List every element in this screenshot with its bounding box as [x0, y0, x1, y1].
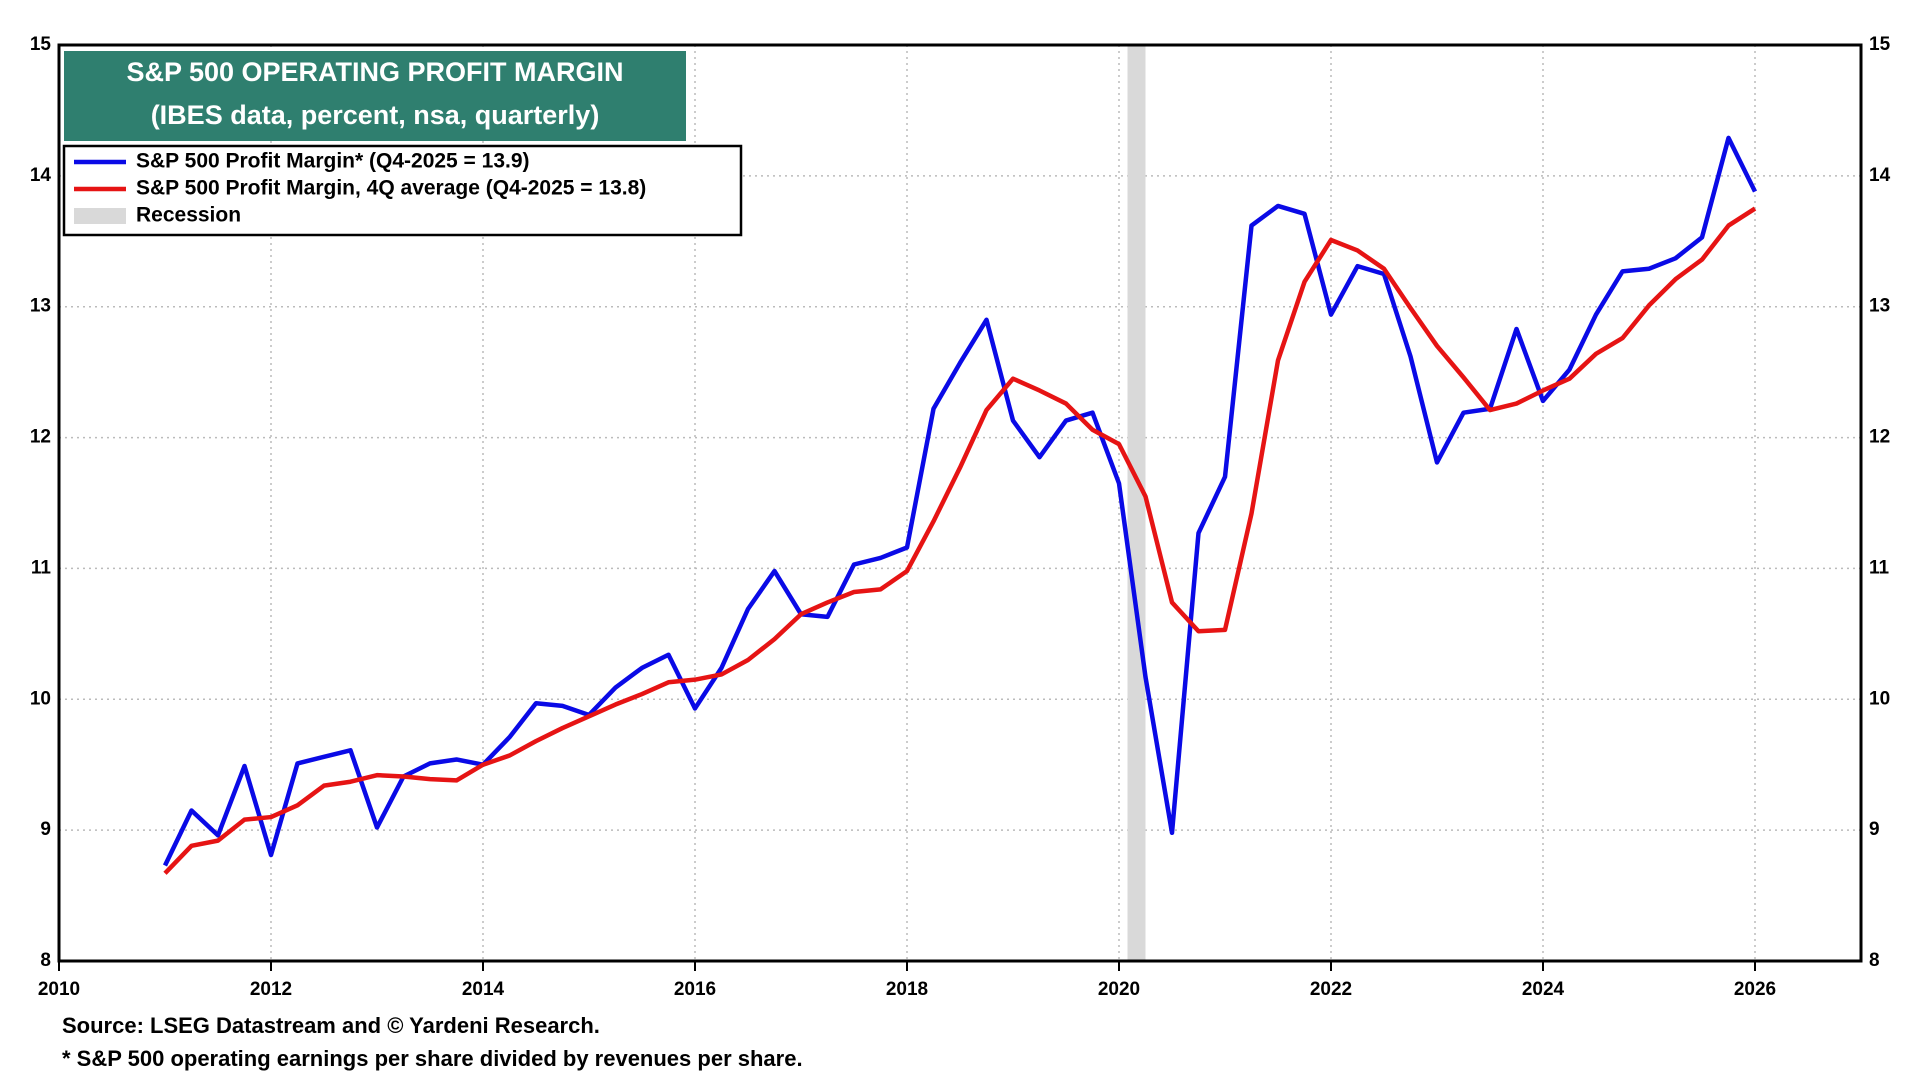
chart-title: S&P 500 OPERATING PROFIT MARGIN	[126, 57, 623, 87]
plot-frame	[57, 43, 1863, 963]
y2-tick-label: 13	[1869, 296, 1890, 317]
y2-tick-label: 8	[1869, 950, 1880, 971]
title-box	[64, 51, 686, 141]
chart-subtitle: (IBES data, percent, nsa, quarterly)	[151, 100, 600, 130]
legend-swatch	[74, 208, 126, 224]
x-tick-label: 2018	[886, 979, 928, 1000]
y-tick-label: 12	[30, 427, 51, 448]
series-line	[163, 206, 1757, 875]
y-tick-label: 13	[30, 296, 51, 317]
y-tick-label: 9	[40, 819, 51, 840]
x-tick-label: 2020	[1098, 979, 1140, 1000]
y2-tick-label: 15	[1869, 34, 1891, 55]
x-tick-label: 2010	[38, 979, 80, 1000]
y2-tick-label: 14	[1869, 165, 1891, 186]
x-tick-label: 2016	[674, 979, 716, 1000]
legend-label: Recession	[136, 204, 241, 227]
grid	[58, 44, 1861, 962]
recession-band	[1127, 45, 1146, 961]
source: Source: LSEG Datastream and © Yardeni Re…	[62, 1013, 600, 1038]
series-line	[162, 135, 1758, 867]
y2-tick-label: 12	[1869, 427, 1890, 448]
y-tick-label: 15	[30, 34, 52, 55]
legend: S&P 500 Profit Margin* (Q4-2025 = 13.9) S…	[62, 144, 743, 237]
legend-label: S&P 500 Profit Margin* (Q4-2025 = 13.9)	[136, 150, 530, 173]
y-tick-label: 11	[31, 557, 52, 578]
x-tick-label: 2026	[1734, 979, 1776, 1000]
lines	[162, 135, 1758, 875]
footnote: * S&P 500 operating earnings per share d…	[62, 1046, 803, 1071]
y-tick-label: 8	[40, 950, 51, 971]
x-tick-label: 2024	[1522, 979, 1565, 1000]
legend-label: S&P 500 Profit Margin, 4Q average (Q4-20…	[136, 177, 646, 200]
x-tick-label: 2022	[1310, 979, 1352, 1000]
y2-tick-label: 9	[1869, 819, 1880, 840]
legend-box	[62, 144, 743, 237]
y-tick-label: 10	[30, 688, 51, 709]
x-tick-label: 2012	[250, 979, 292, 1000]
bands	[1127, 45, 1146, 961]
x-tick-label: 2014	[462, 979, 505, 1000]
y2-tick-label: 10	[1869, 688, 1890, 709]
y-tick-label: 14	[30, 165, 52, 186]
y2-tick-label: 11	[1869, 557, 1890, 578]
